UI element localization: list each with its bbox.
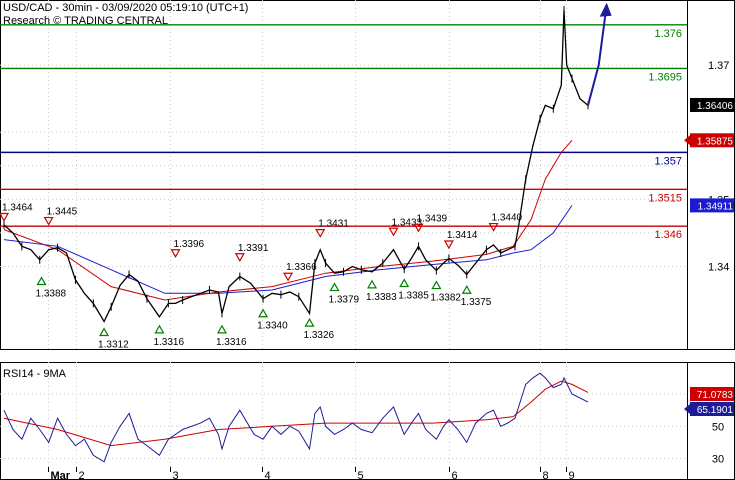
pivot-label: 1.3439	[417, 213, 448, 224]
chart-subtitle: Research © TRADING CENTRAL	[3, 15, 168, 27]
current-price-tag-bg	[690, 97, 734, 112]
pivot-label: 1.3391	[238, 243, 269, 254]
rsi-line	[3, 372, 589, 463]
rsi-panel-title: RSI14 - 9MA	[3, 368, 67, 380]
down-pivot-marker	[388, 227, 399, 237]
x-tick-label: 6	[452, 470, 458, 480]
pivot-label: 1.3385	[398, 291, 429, 302]
down-pivot-marker	[443, 240, 454, 250]
rsi-tag-pointer	[684, 404, 690, 414]
blue-moving-average	[3, 205, 573, 294]
rsi-y-tick-label: 30	[712, 454, 724, 466]
pivot-label: 1.3440	[492, 213, 523, 224]
x-tick-label: 8	[543, 470, 549, 480]
pivot-label: 1.3379	[329, 295, 360, 306]
pivot-label: 1.3326	[304, 330, 335, 341]
rsi-ma-tag-bg	[690, 387, 734, 401]
rsi-panel-frame	[0, 362, 735, 480]
forecast-arrowhead	[599, 2, 612, 17]
red-moving-average	[3, 139, 573, 301]
price-line	[3, 10, 589, 323]
y-tick-label: 1.37	[708, 60, 729, 72]
up-pivot-marker	[399, 278, 410, 288]
blue-ma-tag: 1.34911	[698, 201, 734, 212]
down-pivot-marker	[488, 222, 499, 232]
rsi-ma-line	[3, 380, 589, 447]
up-pivot-marker	[304, 317, 315, 327]
x-tick-label: 9	[569, 470, 575, 480]
current-price-tag: 1.36406	[697, 101, 734, 112]
x-tick-label: Mar	[51, 470, 71, 480]
red-ma-tag-bg	[690, 133, 734, 148]
up-pivot-marker	[99, 327, 110, 337]
pivot-label: 1.3375	[461, 297, 492, 308]
up-pivot-marker	[367, 279, 378, 289]
chart-title: USD/CAD - 30min - 03/09/2020 05:19:10 (U…	[3, 2, 249, 14]
x-tick-label: 4	[265, 470, 271, 480]
x-tick-label: 3	[173, 470, 179, 480]
down-pivot-marker	[170, 249, 181, 258]
down-pivot-marker	[413, 223, 424, 233]
level-label: 1.3515	[648, 192, 682, 204]
rsi-y-tick-label: 50	[712, 421, 724, 433]
pivot-label: 1.3312	[98, 340, 129, 351]
up-pivot-marker	[461, 285, 472, 294]
up-pivot-marker	[431, 280, 442, 290]
pivot-label: 1.3383	[366, 292, 397, 303]
pivot-label: 1.3316	[216, 337, 247, 348]
pivot-label: 1.3366	[286, 262, 317, 273]
up-pivot-marker	[36, 276, 47, 286]
up-pivot-marker	[216, 324, 228, 334]
down-pivot-marker	[0, 212, 10, 222]
y-tick-label: 1.34	[708, 261, 729, 273]
down-pivot-marker	[43, 216, 54, 226]
x-tick-label: 5	[358, 470, 364, 480]
rsi-ma-tag: 71.0783	[697, 390, 734, 401]
red-ma-tag: 1.35875	[697, 136, 734, 147]
level-label: 1.3695	[648, 71, 682, 83]
pivot-label: 1.3414	[447, 230, 478, 241]
pivot-label: 1.3464	[2, 203, 33, 214]
up-pivot-marker	[329, 282, 340, 292]
level-label: 1.376	[654, 28, 682, 40]
red-tag-pointer	[684, 135, 690, 146]
rsi-tag: 65.1901	[697, 405, 734, 416]
pivot-label: 1.3382	[430, 293, 461, 304]
up-pivot-marker	[154, 324, 165, 334]
x-tick-label: 2	[79, 470, 85, 480]
up-pivot-marker	[258, 308, 269, 318]
forecast-arrow	[587, 4, 608, 106]
down-pivot-marker	[283, 272, 294, 282]
down-pivot-marker	[234, 253, 245, 262]
level-label: 1.346	[654, 229, 682, 241]
pivot-label: 1.3340	[257, 321, 288, 332]
pivot-label: 1.3445	[47, 207, 78, 218]
level-label: 1.357	[654, 155, 682, 167]
down-pivot-marker	[315, 229, 326, 238]
blue-ma-tag-bg	[690, 198, 734, 213]
pivot-label: 1.3316	[153, 337, 184, 348]
pivot-label: 1.3433	[391, 217, 422, 228]
pivot-label: 1.3388	[36, 289, 67, 300]
rsi-tag-bg	[690, 402, 734, 416]
pivot-label: 1.3431	[318, 219, 349, 230]
pivot-label: 1.3396	[174, 239, 205, 250]
